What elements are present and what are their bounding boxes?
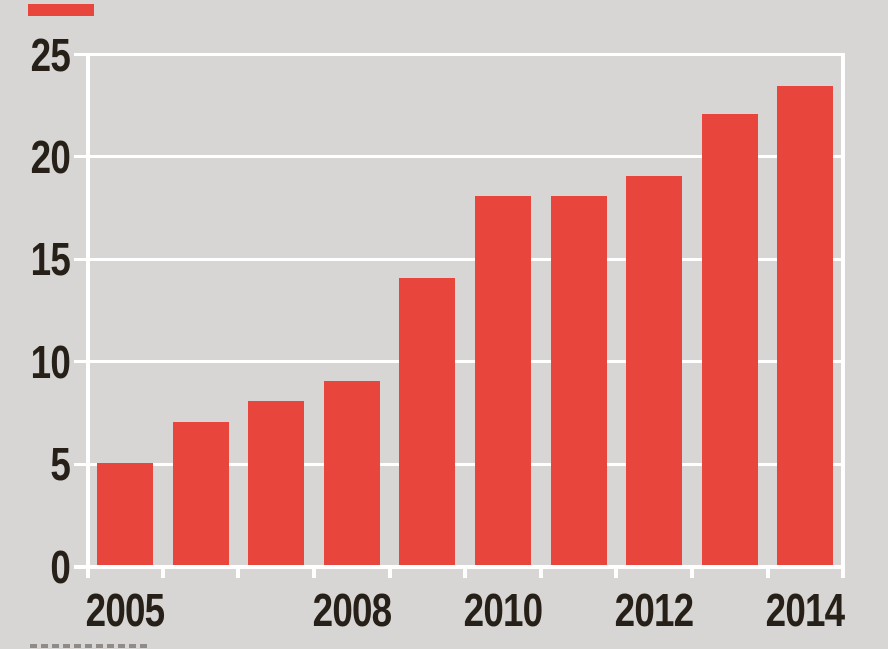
x-axis-tick-label: 2005 — [85, 584, 165, 636]
x-axis-tick-label: 2014 — [766, 584, 845, 636]
gridline — [74, 257, 845, 261]
x-axis-tick — [538, 565, 543, 578]
y-axis-tick-label: 20 — [30, 130, 71, 183]
plot-right-border — [841, 53, 845, 578]
gridline — [74, 53, 845, 56]
red-tab-decoration — [28, 4, 94, 16]
y-axis-tick-label: 15 — [30, 233, 71, 286]
clipped-caption-fragment — [30, 644, 148, 648]
bar-2011 — [550, 196, 607, 565]
x-axis-tick-label: 2010 — [463, 584, 543, 636]
x-axis-tick — [236, 565, 241, 578]
bar-2010 — [475, 196, 531, 565]
y-axis-tick-label: 25 — [30, 28, 71, 81]
x-axis-tick-label: 2012 — [614, 584, 694, 636]
x-axis-tick — [690, 565, 694, 578]
x-axis-tick — [312, 565, 316, 578]
gridline — [74, 462, 845, 466]
y-axis-tick-label: 10 — [30, 335, 71, 388]
bar-2005 — [97, 462, 153, 565]
bar-2014 — [777, 85, 834, 565]
gridline — [74, 360, 845, 364]
bar-2009 — [399, 278, 456, 565]
x-axis-tick — [387, 565, 392, 578]
bar-2008 — [323, 380, 380, 565]
y-axis-line — [86, 53, 90, 578]
x-axis-tick-label: 2008 — [312, 584, 392, 636]
x-axis-tick — [765, 565, 770, 578]
x-axis-tick — [160, 565, 165, 578]
y-axis-tick-label: 5 — [50, 438, 70, 491]
bar-2007 — [248, 401, 305, 565]
x-axis-tick — [463, 565, 468, 578]
gridline — [74, 155, 845, 159]
bar-2012 — [626, 175, 683, 565]
y-axis-tick-label: 0 — [50, 540, 70, 593]
bar-2006 — [172, 421, 229, 565]
bar-2013 — [701, 114, 758, 565]
x-axis-tick — [614, 565, 619, 578]
x-axis-line — [74, 565, 845, 569]
